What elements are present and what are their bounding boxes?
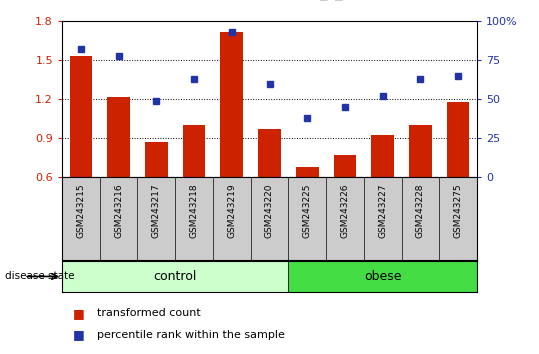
Text: control: control [154,270,197,283]
Text: GSM243227: GSM243227 [378,184,387,238]
Text: ■: ■ [73,328,85,341]
Text: GSM243218: GSM243218 [190,184,198,238]
Bar [371,136,394,177]
Bar [220,32,243,177]
Bar [145,142,168,177]
Text: ■: ■ [73,307,85,320]
Bar [183,125,205,177]
Text: transformed count: transformed count [97,308,201,318]
Bar [296,167,319,177]
Text: GSM243225: GSM243225 [303,184,312,238]
Bar [288,261,477,292]
Text: GSM243219: GSM243219 [227,184,236,238]
Bar [62,261,288,292]
Text: percentile rank within the sample: percentile rank within the sample [97,330,285,339]
Text: GSM243216: GSM243216 [114,184,123,238]
Bar [258,129,281,177]
Bar [409,125,432,177]
Text: GSM243228: GSM243228 [416,184,425,238]
Text: obese: obese [364,270,402,283]
Text: disease state: disease state [5,272,75,281]
Text: GSM243226: GSM243226 [341,184,349,238]
Text: GSM243215: GSM243215 [77,184,85,238]
Bar [334,155,356,177]
Bar [70,56,92,177]
Text: GSM243275: GSM243275 [454,184,462,238]
Text: GSM243220: GSM243220 [265,184,274,238]
Bar [447,102,469,177]
Bar [107,97,130,177]
Text: GSM243217: GSM243217 [152,184,161,238]
